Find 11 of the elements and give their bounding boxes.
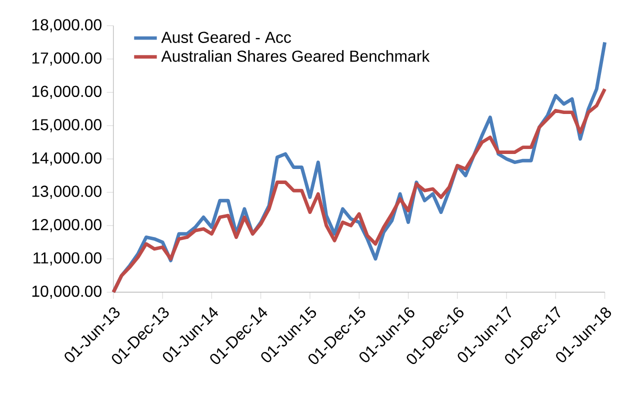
y-tick-label: 16,000.00 [32,86,102,100]
y-tick-label: 17,000.00 [32,52,102,66]
y-tick-label: 12,000.00 [32,219,102,232]
y-tick-label: 11,000.00 [34,252,102,266]
y-tick-label: 13,000.00 [32,186,102,199]
legend-label: Aust Geared - Acc [161,31,291,44]
y-tick-label: 18,000.00 [32,19,102,32]
y-tick-label: 15,000.00 [32,119,102,132]
legend-label: Australian Shares Geared Benchmark [161,50,430,62]
y-tick-label: 10,000.00 [32,286,102,299]
y-tick-label: 14,000.00 [32,152,102,166]
